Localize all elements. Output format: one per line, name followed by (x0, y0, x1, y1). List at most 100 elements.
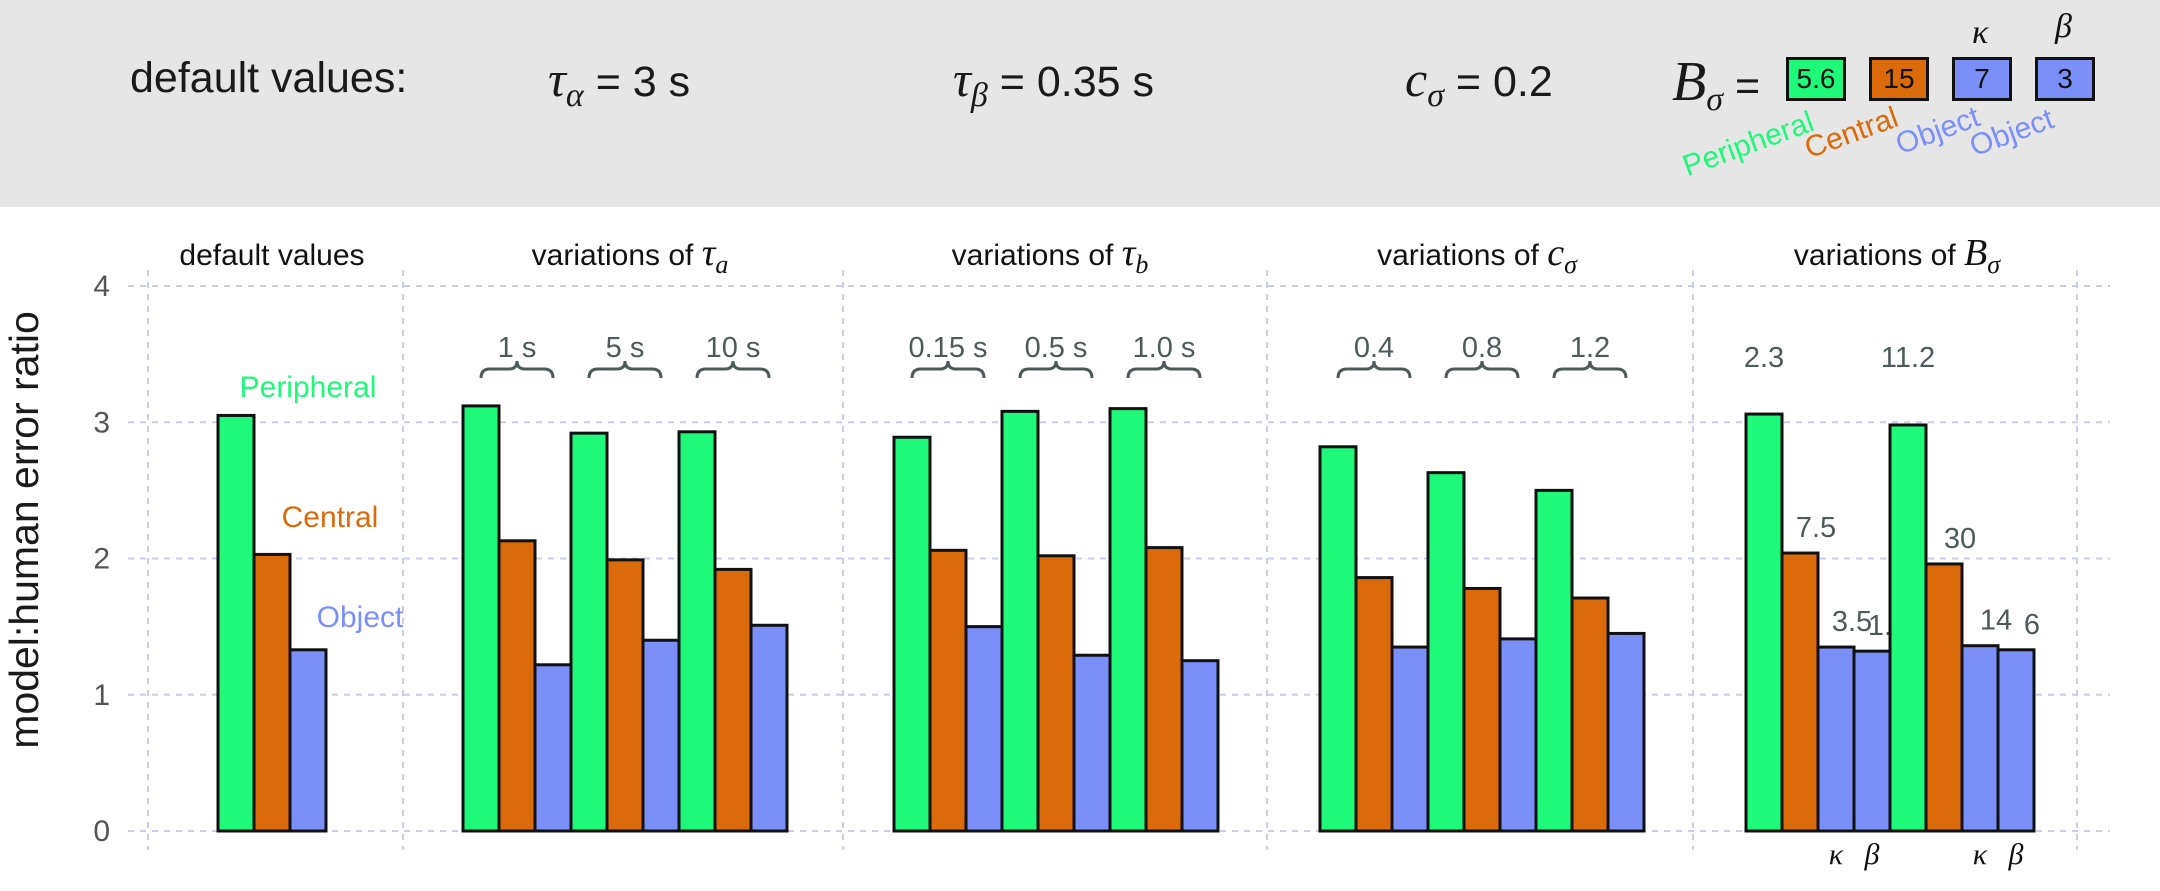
bar-value-label: 3.5 (1832, 606, 1872, 638)
bar-central (1036, 554, 1076, 833)
bar-peripheral (1318, 445, 1358, 833)
bar-object (1852, 649, 1892, 833)
box-label-central: Central (1800, 100, 1903, 166)
series-annotation: Central (282, 501, 379, 534)
bar-object (1960, 644, 2000, 833)
tau-alpha-symbol: τα (548, 51, 584, 114)
group-label: 10 s (706, 332, 761, 364)
bar-peripheral (1534, 488, 1574, 833)
bar-peripheral (1888, 423, 1928, 833)
series-annotation: Peripheral (240, 371, 377, 404)
bar-value-label: 14 (1980, 605, 2012, 637)
c-sigma-default: cσ = 0.2 (1405, 50, 1553, 115)
group-brace (587, 360, 663, 379)
bar-object (533, 663, 573, 833)
y-tick-label: 2 (93, 543, 110, 576)
b-sigma-box-object-beta: 3 (2035, 57, 2095, 101)
group-brace (695, 360, 771, 379)
bar-object (1996, 648, 2036, 833)
group-brace (1444, 360, 1520, 379)
group-label: 1 s (498, 332, 537, 364)
bar-greek-label: β (2008, 838, 2024, 871)
bar-peripheral (1108, 407, 1148, 833)
bar-greek-label: β (1864, 838, 1880, 871)
group-label: 0.15 s (909, 332, 988, 364)
panel-title: variations of Bσ (1794, 232, 2001, 279)
bar-object (1498, 637, 1538, 833)
panel-title: variations of τa (532, 232, 729, 279)
bar-central (1144, 546, 1184, 833)
y-tick-label: 3 (93, 406, 110, 439)
bar-central (252, 552, 292, 833)
panel-title: variations of cσ (1377, 232, 1578, 279)
bar-peripheral (461, 404, 501, 833)
group-label: 1.2 (1570, 332, 1610, 364)
beta-label: β (2055, 8, 2072, 45)
bar-peripheral (569, 431, 609, 833)
tau-alpha-value: = 3 s (583, 58, 691, 106)
group-label: 0.4 (1354, 332, 1394, 364)
b-sigma-default: Bσ = (1672, 50, 1760, 119)
b-sigma-symbol: Bσ (1672, 51, 1723, 118)
bar-value-label: 2.3 (1744, 342, 1784, 374)
bar-central (605, 558, 645, 833)
y-tick-label: 0 (93, 815, 110, 848)
group-label: 0.5 s (1025, 332, 1088, 364)
panel-title: default values (179, 239, 364, 272)
defaults-label: default values: (130, 54, 408, 102)
bar-central (1924, 562, 1964, 833)
tau-alpha-default: τα = 3 s (548, 50, 690, 115)
group-brace (479, 360, 555, 379)
y-tick-label: 1 (93, 679, 110, 712)
tau-beta-symbol: τβ (953, 51, 988, 114)
group-label: 1.0 s (1133, 332, 1196, 364)
c-sigma-value: = 0.2 (1443, 58, 1553, 106)
bar-value-label: 6 (2024, 609, 2040, 641)
b-sigma-box-object-kappa: 7 (1952, 57, 2012, 101)
bar-central (713, 567, 753, 833)
parameter-header: default values: τα = 3 s τβ = 0.35 s cσ … (0, 0, 2160, 207)
bar-object (288, 648, 328, 833)
bar-greek-label: κ (1973, 838, 1988, 871)
bar-value-label: 7.5 (1796, 512, 1836, 544)
bar-peripheral (677, 430, 717, 833)
bar-object (1606, 631, 1646, 833)
bar-object (964, 625, 1004, 833)
bar-object (641, 638, 681, 833)
bar-object (1180, 659, 1220, 833)
bar-object (1072, 653, 1112, 833)
group-label: 5 s (606, 332, 645, 364)
error-ratio-chart: 0 1 2 3 4 model:human error ratio default valu… (1, 232, 2110, 871)
group-brace (1018, 360, 1094, 379)
group-brace (910, 360, 986, 379)
bar-object (1816, 645, 1856, 833)
bar-central (928, 548, 968, 833)
bar-peripheral (892, 435, 932, 833)
tau-beta-value: = 0.35 s (987, 58, 1154, 106)
bar-peripheral (216, 413, 256, 833)
b-sigma-box-peripheral: 5.6 (1786, 57, 1846, 101)
tau-beta-default: τβ = 0.35 s (953, 50, 1154, 115)
bar-peripheral (1744, 412, 1784, 833)
panel-title: variations of τb (952, 232, 1149, 279)
bar-central (1462, 586, 1502, 833)
group-brace (1126, 360, 1202, 379)
y-axis-label: model:human error ratio (1, 311, 47, 749)
kappa-label: κ (1972, 14, 1989, 51)
c-sigma-symbol: cσ (1405, 51, 1444, 114)
series-annotation: Object (317, 601, 404, 634)
bar-peripheral (1426, 471, 1466, 833)
bar-central (497, 539, 537, 833)
group-brace (1336, 360, 1412, 379)
group-brace (1552, 360, 1628, 379)
bar-greek-label: κ (1829, 838, 1844, 871)
bar-central (1354, 576, 1394, 833)
b-sigma-box-central: 15 (1869, 57, 1929, 101)
b-sigma-equals: = (1723, 62, 1761, 110)
bar-value-label: 30 (1944, 523, 1976, 555)
bar-object (749, 623, 789, 833)
box-label-object-beta: Object (1965, 102, 2059, 164)
bar-peripheral (1000, 409, 1040, 833)
group-label: 0.8 (1462, 332, 1502, 364)
bar-value-label: 11.2 (1881, 342, 1935, 374)
